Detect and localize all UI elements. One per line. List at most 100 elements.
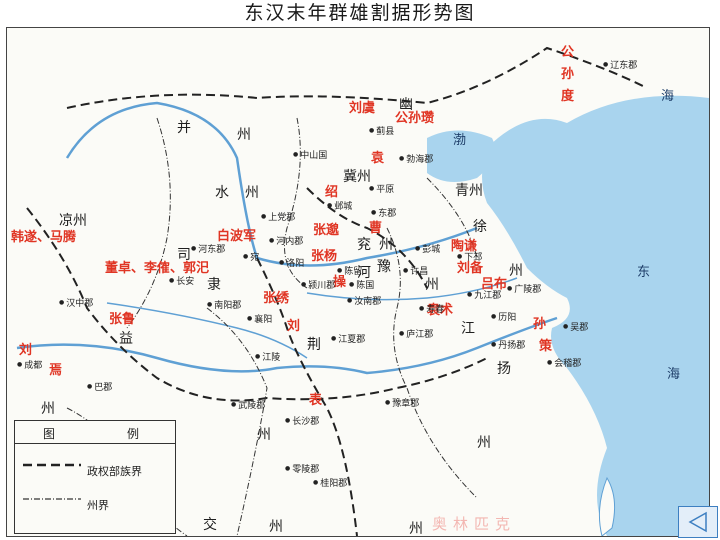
province-label-yi2: 州: [41, 401, 55, 417]
map-legend: 图 例 政权部族界 州界: [14, 420, 176, 534]
warlord-label-zhang-lu: 张鲁: [109, 312, 136, 327]
yellow-river: [65, 101, 478, 267]
city-pingyuan: 平原: [369, 186, 394, 195]
province-label-xu: 徐: [473, 219, 487, 235]
warlord-label-cao2: 操: [333, 275, 347, 290]
city-kuaiji: 会稽郡: [547, 360, 581, 369]
city-wujun: 吴郡: [563, 324, 588, 333]
province-label-yu2: 州: [425, 277, 439, 293]
sea-label-hai2: 海: [667, 367, 681, 382]
province-label-jing2: 州: [257, 427, 271, 443]
city-jiangxia: 江夏郡: [331, 336, 365, 345]
province-label-yan: 兖: [357, 237, 371, 253]
province-label-jiao: 交: [203, 517, 217, 533]
city-jiuyuan: 九江郡: [467, 292, 501, 301]
city-chenguo: 陈国: [349, 282, 374, 291]
warlord-label-liu-bei: 刘备: [457, 261, 484, 276]
legend-row-regime: 政权部族界: [23, 461, 173, 479]
legend-title-left: 图: [43, 427, 56, 441]
legend-header: 图 例: [15, 421, 175, 444]
warlord-label-baibo: 白波军: [217, 229, 257, 244]
city-guangling: 广陵郡: [507, 286, 541, 295]
city-baxian: 巴郡: [87, 384, 112, 393]
city-liaodong: 辽东郡: [603, 62, 637, 71]
province-boundary: [126, 117, 171, 329]
sea-label-dong: 东: [637, 265, 651, 280]
province-label-si: 司: [177, 247, 191, 263]
city-jixian: 蓟县: [369, 128, 394, 137]
warlord-label-gongsun-du: 公 孙 度: [561, 45, 575, 105]
legend-row-province: 州界: [23, 495, 173, 513]
province-label-ji: 冀州: [343, 169, 371, 185]
province-label-jing: 荆: [307, 337, 321, 353]
city-pengcheng: 彭城: [415, 246, 440, 255]
province-label-yu: 豫: [377, 259, 391, 275]
warlord-label-liu-yan-1: 刘: [19, 343, 33, 358]
city-guiyang: 桂阳郡: [313, 480, 347, 489]
province-label-jiang: 江: [461, 321, 475, 337]
city-changan: 长安: [169, 278, 194, 287]
warlord-label-gongsun-zan: 公孙瓒: [395, 111, 435, 126]
province-label-shui: 水: [215, 185, 229, 201]
warlord-label-liu-biao-1: 刘: [287, 319, 301, 334]
bohai-bay: [427, 130, 495, 182]
city-yuzhang: 豫章郡: [385, 400, 419, 409]
city-xuchang: 许昌: [403, 268, 428, 277]
city-bohai: 勃海郡: [399, 156, 433, 165]
city-lingling: 零陵郡: [285, 466, 319, 475]
warlord-label-liu-yan-2: 焉: [49, 363, 63, 378]
warlord-label-zhang-xiu: 张绣: [263, 291, 290, 306]
province-label-shui2: 州: [245, 185, 259, 201]
province-label-bing: 并: [177, 120, 191, 136]
huai-river: [306, 277, 518, 301]
sea-label-bo: 渤: [453, 133, 467, 148]
city-lijiang: 历阳: [491, 314, 516, 323]
province-label-yang2: 州: [477, 435, 491, 451]
taiwan-island: [598, 476, 616, 536]
warlord-label-zhang-yang: 张杨: [311, 249, 338, 264]
province-label-zhou: 州: [237, 127, 251, 143]
province-boundary: [206, 307, 268, 536]
city-luoyang: 洛阳: [279, 260, 304, 269]
warlord-label-dong-li-guo: 董卓、李傕、郭汜: [105, 261, 210, 276]
province-line-swatch: [23, 498, 81, 500]
watermark-text: 奥林匹克: [432, 515, 517, 533]
province-label-yang: 扬: [497, 361, 511, 377]
province-label-xu2: 州: [509, 263, 523, 279]
map-title: 东汉末年群雄割据形势图: [244, 2, 476, 24]
han-river: [106, 302, 308, 359]
city-changsha: 长沙郡: [285, 418, 319, 427]
city-jiangling: 江陵: [255, 354, 280, 363]
city-xiangyang: 襄阳: [247, 316, 272, 325]
city-runan: 汝南郡: [347, 298, 381, 307]
legend-title-right: 例: [127, 427, 140, 441]
map-panel: 公 孙 度 刘虞 公孙瓒 袁 绍 白波军 张邈 曹 操 张杨 陶谦 刘备 吕布 …: [6, 27, 710, 537]
legend-label-province: 州界: [87, 499, 109, 512]
city-ye: 邺城: [327, 203, 352, 212]
province-boundary: [386, 227, 478, 499]
warlord-label-liu-yu: 刘虞: [349, 101, 376, 116]
regime-boundary: [26, 207, 488, 402]
city-zhongshan: 中山国: [293, 152, 327, 161]
triangle-left-icon: [688, 511, 707, 533]
prev-slide-button[interactable]: [678, 506, 718, 538]
city-lujiang: 庐江郡: [399, 331, 433, 340]
city-ying: 颍川郡: [301, 282, 335, 291]
province-label-yan2: 州: [379, 237, 393, 253]
province-label-li: 隶: [207, 277, 221, 293]
province-label-qing: 青州: [455, 183, 483, 199]
sea-label-hai: 海: [661, 89, 675, 104]
warlord-label-liu-biao-2: 表: [309, 393, 323, 408]
warlord-label-tao-qian: 陶谦: [451, 239, 478, 254]
warlord-label-zhang-miao: 张邈: [313, 223, 340, 238]
city-shouchun: 寿春: [419, 306, 444, 315]
warlord-label-shao: 绍: [325, 185, 339, 200]
warlord-label-han-ma: 韩遂、马腾: [11, 230, 77, 245]
city-danyang: 丹扬郡: [491, 342, 525, 351]
city-hedong: 河东郡: [191, 246, 225, 255]
yangtze-river: [16, 316, 558, 375]
warlord-label-yuan: 袁: [371, 151, 385, 166]
city-chenliu: 陈留: [337, 268, 362, 277]
city-hanzhong: 汉中郡: [59, 300, 93, 309]
city-wuling: 武陵郡: [231, 402, 265, 411]
